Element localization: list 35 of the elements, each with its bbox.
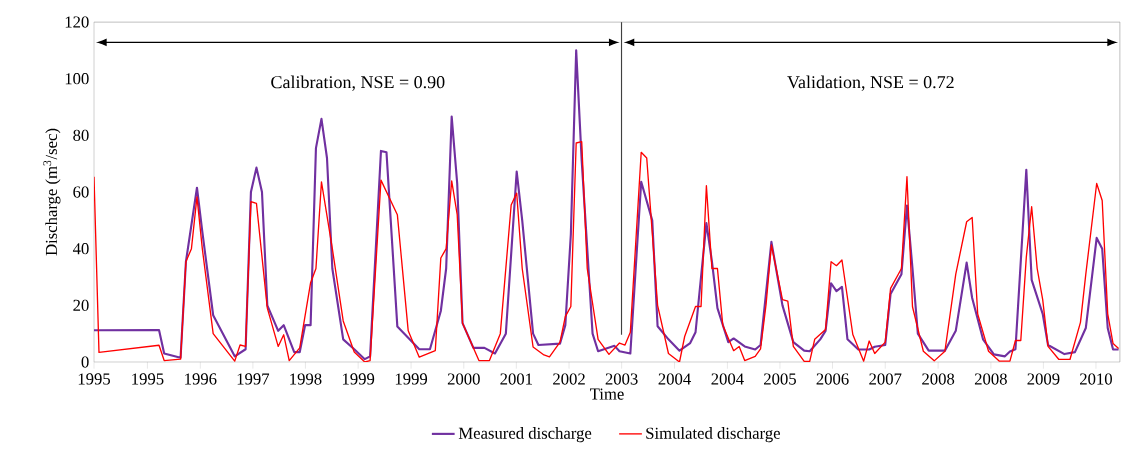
x-tick-label: 2008 bbox=[922, 373, 955, 385]
y-tick-label: 60 bbox=[73, 186, 89, 198]
y-tick-label: 0 bbox=[81, 356, 89, 368]
x-tick-label: 1999 bbox=[342, 373, 375, 385]
x-tick-label: 1998 bbox=[290, 373, 322, 385]
x-tick-label: 2003 bbox=[605, 373, 638, 385]
x-tick-label: 1995 bbox=[78, 373, 111, 385]
y-tick-label: 120 bbox=[65, 16, 89, 28]
x-tick-label: 1997 bbox=[237, 373, 270, 385]
x-tick-label: 2006 bbox=[816, 373, 849, 385]
x-axis-title: Time bbox=[590, 388, 624, 400]
y-tick-label: 20 bbox=[73, 299, 89, 311]
x-tick-label: 1995 bbox=[132, 373, 164, 385]
x-tick-label: 2004 bbox=[711, 373, 744, 385]
legend-label: Measured discharge bbox=[458, 427, 592, 443]
y-axis-title: Discharge (m$^{3}$/sec) bbox=[43, 128, 61, 256]
y-tick-label: 100 bbox=[65, 73, 89, 85]
line-series bbox=[94, 49, 1120, 361]
y-tick-label: 40 bbox=[72, 243, 89, 255]
legend-label: Simulated discharge bbox=[646, 427, 780, 443]
x-tick-label: 2007 bbox=[869, 373, 902, 385]
line-series bbox=[94, 140, 1120, 362]
annotation: Validation, NSE = 0.72 bbox=[787, 75, 954, 91]
x-tick-label: 2009 bbox=[1027, 373, 1060, 385]
x-tick-label: 2004 bbox=[658, 373, 691, 385]
x-tick-label: 1999 bbox=[395, 373, 428, 385]
x-tick-label: 2008 bbox=[974, 373, 1007, 385]
x-tick-label: 2010 bbox=[1080, 373, 1112, 385]
x-tick-label: 2001 bbox=[500, 373, 533, 385]
x-tick-label: 1996 bbox=[185, 373, 217, 385]
x-tick-label: 2005 bbox=[764, 373, 796, 385]
x-tick-label: 2000 bbox=[447, 373, 480, 385]
y-tick-label: 80 bbox=[73, 129, 89, 141]
annotation: Calibration, NSE = 0.90 bbox=[271, 75, 445, 91]
x-tick-label: 2002 bbox=[553, 373, 585, 385]
